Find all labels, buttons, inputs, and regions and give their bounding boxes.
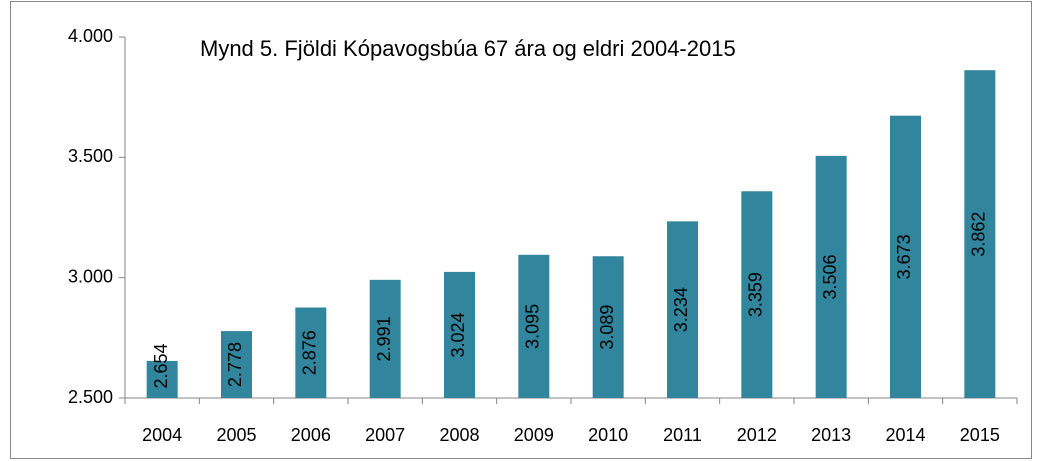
- bar: [592, 256, 624, 398]
- x-tick-label: 2004: [142, 425, 182, 445]
- bar: [221, 331, 252, 398]
- data-label: 3.095: [523, 304, 543, 349]
- data-label: 3.089: [597, 305, 617, 350]
- y-tick-label: 2.500: [68, 387, 113, 407]
- bar: [667, 221, 698, 398]
- data-label: 3.673: [894, 234, 914, 279]
- y-tick-label: 4.000: [68, 26, 113, 46]
- data-label: 2.654: [151, 343, 171, 388]
- data-label: 2.778: [225, 342, 245, 387]
- data-label: 3.234: [671, 287, 691, 332]
- x-tick-label: 2013: [811, 425, 851, 445]
- bar: [146, 360, 178, 398]
- data-label: 3.506: [820, 254, 840, 299]
- y-tick-label: 3.000: [68, 266, 113, 286]
- x-tick-label: 2008: [439, 425, 479, 445]
- x-tick-label: 2015: [960, 425, 1000, 445]
- bar: [444, 271, 475, 398]
- chart-title: Mynd 5. Fjöldi Kópavogsbúa 67 ára og eld…: [200, 36, 736, 61]
- bar: [890, 115, 921, 398]
- bar: [295, 307, 327, 398]
- data-label: 2.876: [300, 330, 320, 375]
- x-tick-label: 2012: [737, 425, 777, 445]
- bar: [518, 254, 550, 398]
- bar: [369, 279, 401, 398]
- data-label: 2.991: [374, 316, 394, 361]
- x-tick-label: 2005: [216, 425, 256, 445]
- bar: [815, 155, 847, 398]
- data-label: 3.024: [448, 312, 468, 357]
- y-tick-label: 3.500: [68, 146, 113, 166]
- bar: [964, 70, 996, 398]
- x-tick-label: 2009: [514, 425, 554, 445]
- x-tick-label: 2014: [885, 425, 925, 445]
- chart-border: [10, 1, 1032, 459]
- x-tick-label: 2007: [365, 425, 405, 445]
- bar: [741, 191, 773, 398]
- x-tick-label: 2011: [663, 425, 702, 445]
- data-label: 3.359: [746, 272, 766, 317]
- x-tick-label: 2006: [291, 425, 331, 445]
- data-label: 3.862: [969, 212, 989, 257]
- x-tick-label: 2010: [588, 425, 628, 445]
